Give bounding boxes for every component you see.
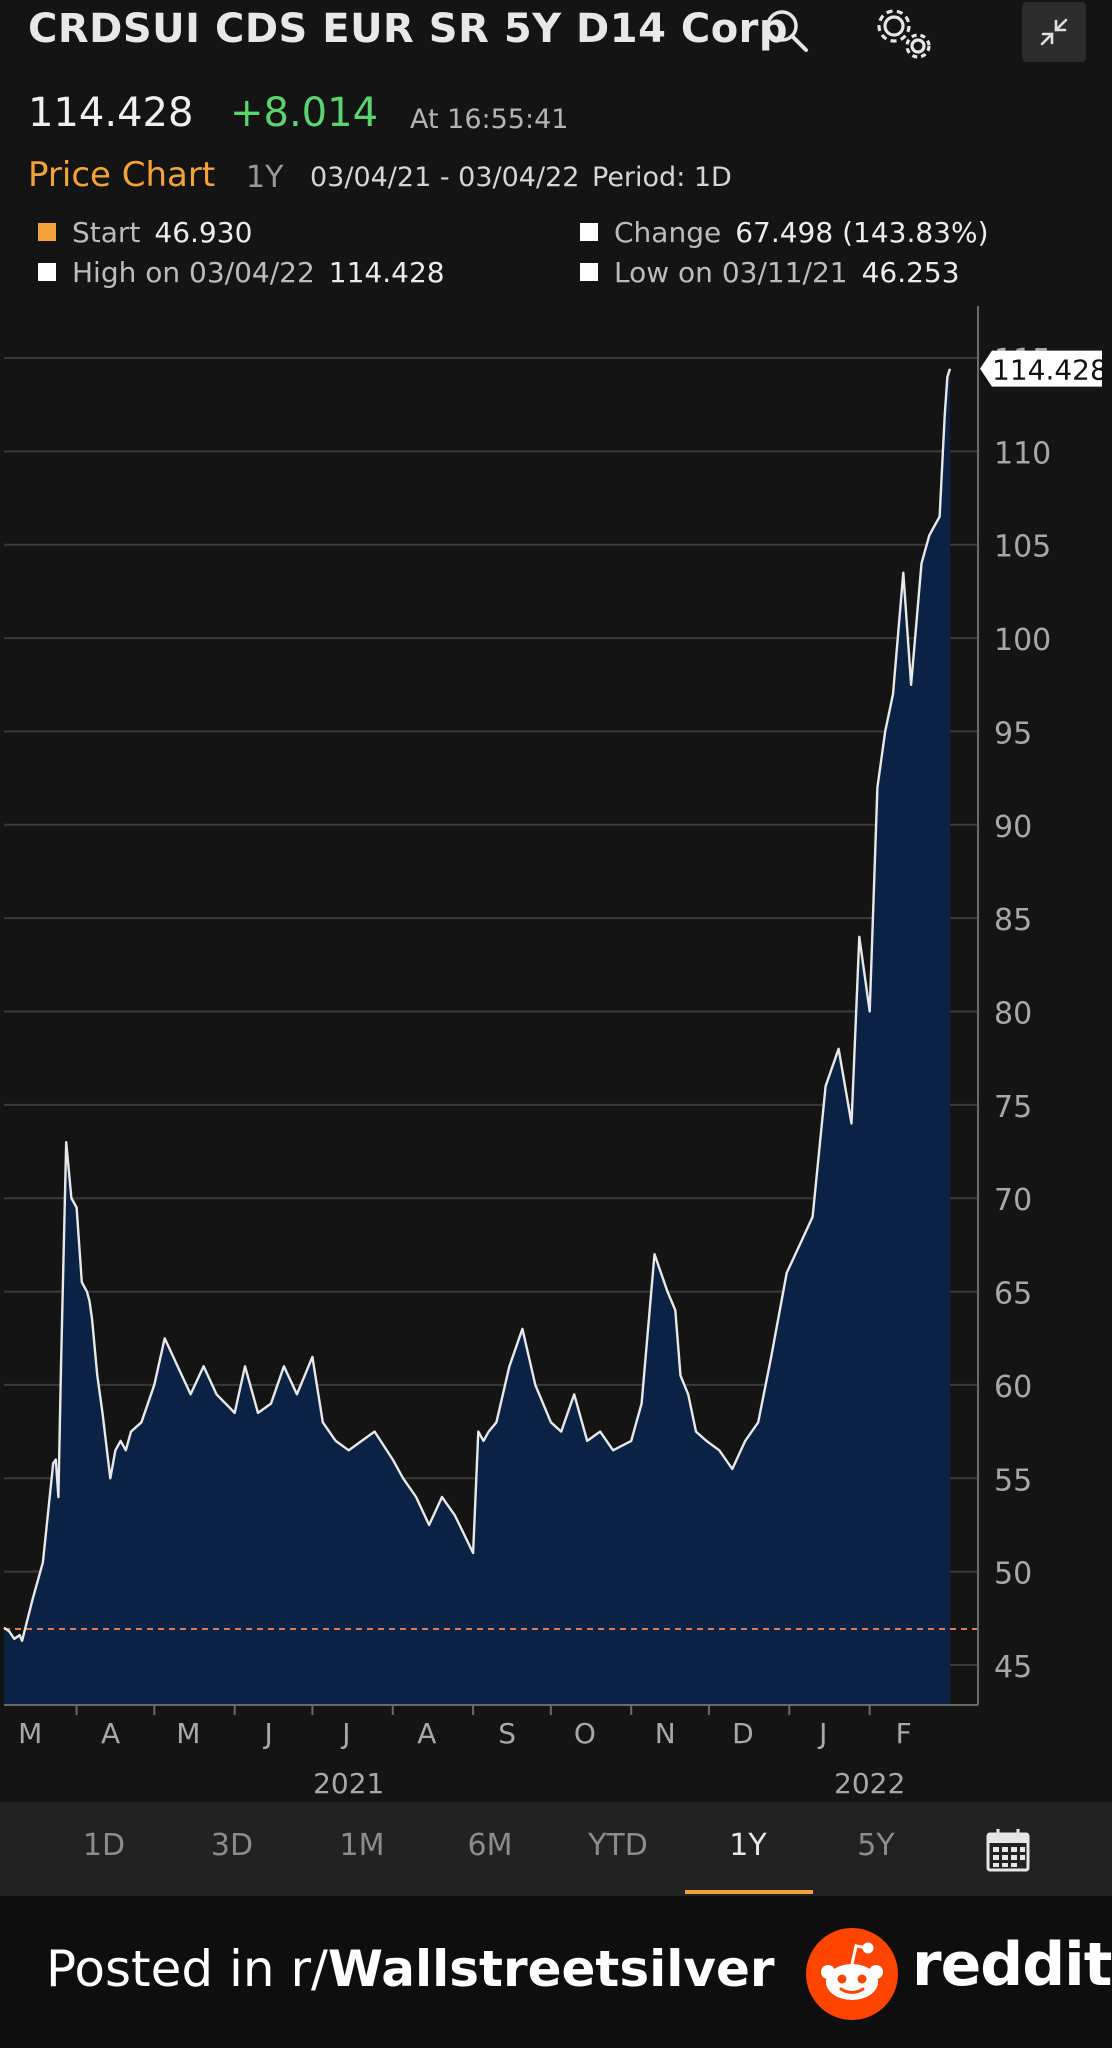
- change-swatch: [580, 223, 598, 241]
- security-title: CRDSUI CDS EUR SR 5Y D14 Corp: [28, 6, 789, 52]
- range-label: 1Y: [246, 160, 284, 195]
- low-swatch: [580, 263, 598, 281]
- stat-start-label: Start: [72, 216, 141, 249]
- y-tick-label-55: 55: [994, 1463, 1032, 1498]
- x-tick-label-2: M: [176, 1717, 200, 1750]
- y-tick-label-70: 70: [994, 1183, 1032, 1218]
- tab-5y[interactable]: 5Y: [857, 1828, 895, 1863]
- stat-low-value: 46.253: [861, 256, 960, 289]
- high-swatch: [38, 263, 56, 281]
- x-tick-label-6: S: [498, 1717, 516, 1750]
- x-tick-label-4: J: [340, 1717, 350, 1750]
- tab-6m[interactable]: 6M: [467, 1828, 513, 1863]
- y-tick-label-60: 60: [994, 1370, 1032, 1405]
- reddit-logo-icon: [806, 1928, 898, 2020]
- header: CRDSUI CDS EUR SR 5Y D14 Corp 11: [0, 0, 1112, 300]
- x-tick-label-1: A: [101, 1717, 120, 1750]
- y-tick-label-100: 100: [994, 623, 1051, 658]
- tab-1d[interactable]: 1D: [82, 1828, 126, 1863]
- date-range: 03/04/21 - 03/04/22: [310, 162, 580, 193]
- x-tick-label-10: J: [817, 1717, 827, 1750]
- period-tabs: 1D 3D 1M 6M YTD 1Y 5Y: [0, 1802, 1112, 1896]
- stat-high-value: 114.428: [328, 256, 445, 289]
- last-value-label: 114.428: [992, 354, 1108, 387]
- tab-ytd[interactable]: YTD: [588, 1828, 648, 1863]
- tab-3d[interactable]: 3D: [210, 1828, 254, 1863]
- y-tick-label-50: 50: [994, 1557, 1032, 1592]
- gear-icon[interactable]: [872, 4, 936, 64]
- y-tick-label-105: 105: [994, 530, 1051, 565]
- price-chart-label: Price Chart: [28, 155, 216, 195]
- year-label-2021: 2021: [313, 1767, 384, 1800]
- y-tick-label-45: 45: [994, 1650, 1032, 1685]
- price-area: [4, 368, 950, 1706]
- year-label-2022: 2022: [834, 1767, 905, 1800]
- tab-1m[interactable]: 1M: [339, 1828, 385, 1863]
- y-tick-label-85: 85: [994, 903, 1032, 938]
- stat-change-label: Change: [614, 216, 722, 249]
- y-tick-label-110: 110: [994, 436, 1051, 471]
- calendar-icon[interactable]: [984, 1826, 1032, 1874]
- stat-high-label: High on 03/04/22: [72, 256, 315, 289]
- y-tick-label-65: 65: [994, 1277, 1032, 1312]
- y-tick-label-75: 75: [994, 1090, 1032, 1125]
- stat-low-label: Low on 03/11/21: [614, 256, 848, 289]
- price-chart: 4550556065707580859095100105110115114.42…: [3, 300, 1108, 1800]
- search-icon[interactable]: [760, 4, 812, 56]
- subreddit-name: Wallstreetsilver: [327, 1940, 775, 1998]
- last-value-tag: [980, 350, 1102, 387]
- collapse-icon[interactable]: [1022, 2, 1086, 62]
- reddit-wordmark: reddit: [912, 1930, 1112, 2000]
- last-price: 114.428: [28, 90, 194, 136]
- stat-start-value: 46.930: [154, 216, 253, 249]
- tab-1y[interactable]: 1Y: [729, 1828, 767, 1863]
- y-tick-label-90: 90: [994, 810, 1032, 845]
- x-tick-label-3: J: [263, 1717, 273, 1750]
- period-label: Period: 1D: [592, 162, 732, 193]
- stat-low: Low on 03/11/21 46.253: [580, 256, 960, 289]
- last-update-time: At 16:55:41: [410, 104, 569, 135]
- price-change: +8.014: [230, 90, 379, 136]
- x-tick-label-11: F: [896, 1717, 912, 1750]
- price-line: [3, 368, 952, 1642]
- stat-start: Start 46.930: [38, 216, 252, 249]
- posted-prefix: Posted in r/: [46, 1940, 328, 1998]
- start-swatch: [38, 223, 56, 241]
- x-tick-label-0: M: [18, 1717, 42, 1750]
- stat-high: High on 03/04/22 114.428: [38, 256, 445, 289]
- x-tick-label-7: O: [574, 1717, 596, 1750]
- posted-in-text: Posted in r/Wallstreetsilver: [46, 1940, 775, 1998]
- stat-change-value: 67.498 (143.83%): [735, 216, 989, 249]
- y-tick-label-80: 80: [994, 997, 1032, 1032]
- x-tick-label-5: A: [417, 1717, 436, 1750]
- active-tab-underline: [685, 1890, 813, 1894]
- stat-change: Change 67.498 (143.83%): [580, 216, 989, 249]
- reddit-footer: Posted in r/Wallstreetsilver reddit: [0, 1896, 1112, 2048]
- x-tick-label-8: N: [655, 1717, 676, 1750]
- y-tick-label-95: 95: [994, 716, 1032, 751]
- x-tick-label-9: D: [732, 1717, 754, 1750]
